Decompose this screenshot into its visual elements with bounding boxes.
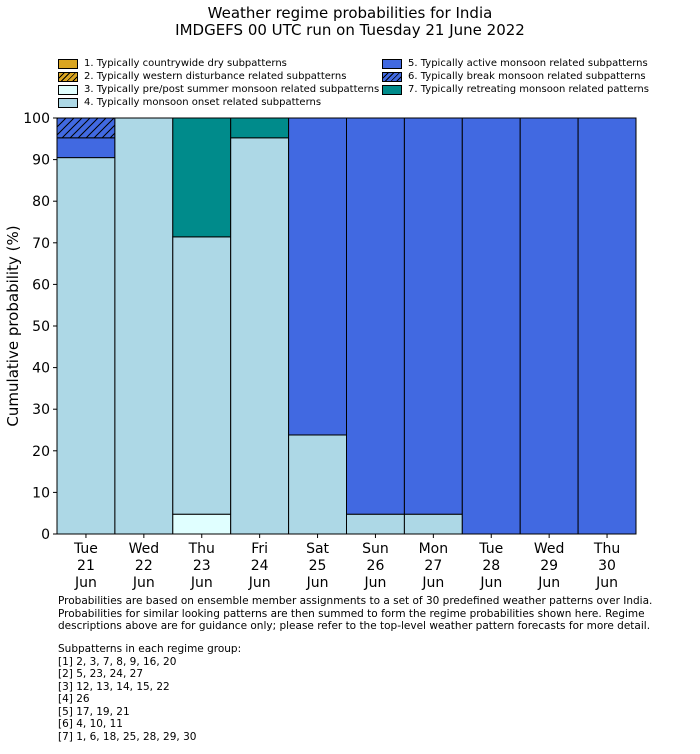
legend-item: 3. Typically pre/post summer monsoon rel… bbox=[58, 84, 379, 95]
y-axis-label: Cumulative probability (%) bbox=[4, 225, 22, 426]
x-tick-label: Jun bbox=[537, 575, 560, 591]
y-tick-label: 50 bbox=[32, 319, 50, 335]
legend-label: 4. Typically monsoon onset related subpa… bbox=[84, 97, 322, 108]
y-tick-label: 60 bbox=[32, 277, 50, 293]
bar-segment bbox=[461, 117, 521, 535]
chart-subtitle: IMDGEFS 00 UTC run on Tuesday 21 June 20… bbox=[175, 21, 525, 39]
x-tick-label: Wed bbox=[534, 541, 565, 557]
bar-segment bbox=[346, 513, 405, 535]
chart-title: Weather regime probabilities for India bbox=[207, 4, 493, 22]
legend-swatch bbox=[382, 71, 402, 82]
legend-label: 3. Typically pre/post summer monsoon rel… bbox=[84, 84, 380, 95]
plot-area: Cumulative probability (%) Tue21JunWed22… bbox=[4, 111, 637, 591]
legend-swatch bbox=[58, 58, 78, 69]
legend-swatch bbox=[382, 84, 402, 95]
bar-segment bbox=[288, 117, 348, 436]
x-tick-label: 24 bbox=[251, 558, 269, 574]
legend-label: 7. Typically retreating monsoon related … bbox=[408, 84, 649, 95]
legend-item: 1. Typically countrywide dry subpatterns bbox=[58, 58, 287, 69]
x-tick-label: Tue bbox=[478, 541, 503, 557]
x-tick-label: Jun bbox=[421, 575, 444, 591]
bar-segment bbox=[114, 117, 174, 535]
x-tick-label: 27 bbox=[424, 558, 442, 574]
bar-segment bbox=[172, 236, 232, 515]
y-tick-label: 100 bbox=[23, 111, 50, 127]
legend-label: 6. Typically break monsoon related subpa… bbox=[408, 71, 646, 82]
x-tick-label: Jun bbox=[74, 575, 97, 591]
x-tick-label: Jun bbox=[306, 575, 329, 591]
legend-swatch bbox=[58, 71, 78, 82]
x-tick-label: Mon bbox=[419, 541, 449, 557]
x-tick-label: 29 bbox=[540, 558, 558, 574]
x-tick-label: Jun bbox=[248, 575, 271, 591]
bar-segment bbox=[172, 513, 232, 535]
y-tick-label: 0 bbox=[41, 527, 50, 543]
y-tick-label: 10 bbox=[32, 485, 50, 501]
legend-label: 1. Typically countrywide dry subpatterns bbox=[84, 58, 287, 69]
legend-swatch bbox=[58, 97, 78, 108]
bar-segment bbox=[230, 137, 290, 535]
bar-segment bbox=[56, 157, 116, 535]
notes-groups: Subpatterns in each regime group: [1] 2,… bbox=[58, 643, 242, 743]
y-tick-label: 80 bbox=[32, 194, 50, 210]
bar-segment bbox=[403, 117, 463, 515]
bar-segment bbox=[577, 117, 637, 535]
legend-item: 7. Typically retreating monsoon related … bbox=[382, 84, 649, 95]
x-tick-label: Sat bbox=[306, 541, 329, 557]
bar-segment-hatch bbox=[57, 118, 115, 138]
bar-segment bbox=[346, 117, 405, 515]
legend-label: 5. Typically active monsoon related subp… bbox=[408, 58, 648, 69]
x-tick-label: Wed bbox=[129, 541, 160, 557]
y-tick-label: 30 bbox=[32, 402, 50, 418]
x-tick-label: 23 bbox=[193, 558, 211, 574]
bar-segment bbox=[403, 513, 463, 535]
y-tick-label: 40 bbox=[32, 361, 50, 377]
x-tick-label: Thu bbox=[188, 541, 215, 557]
x-tick-label: Jun bbox=[595, 575, 618, 591]
legend-swatch bbox=[382, 58, 402, 69]
x-tick-label: Jun bbox=[190, 575, 213, 591]
y-tick-label: 70 bbox=[32, 236, 50, 252]
bar-segment bbox=[172, 117, 232, 238]
legend-item: 2. Typically western disturbance related… bbox=[58, 71, 346, 82]
bar-segment bbox=[56, 137, 116, 159]
x-tick-label: Tue bbox=[73, 541, 98, 557]
x-tick-label: 25 bbox=[309, 558, 327, 574]
notes-paragraph: Probabilities are based on ensemble memb… bbox=[58, 595, 653, 632]
bar-segment bbox=[230, 117, 290, 139]
bar-segment bbox=[519, 117, 579, 535]
x-tick-label: Jun bbox=[364, 575, 387, 591]
x-tick-label: Sun bbox=[362, 541, 389, 557]
x-tick-label: 28 bbox=[482, 558, 500, 574]
x-tick-label: Jun bbox=[132, 575, 155, 591]
legend-item: 4. Typically monsoon onset related subpa… bbox=[58, 97, 321, 108]
legend-item: 5. Typically active monsoon related subp… bbox=[382, 58, 648, 69]
x-tick-label: Thu bbox=[593, 541, 620, 557]
y-tick-label: 90 bbox=[32, 153, 50, 169]
legend-label: 2. Typically western disturbance related… bbox=[84, 71, 347, 82]
legend-swatch bbox=[58, 84, 78, 95]
x-tick-label: Jun bbox=[479, 575, 502, 591]
x-tick-label: Fri bbox=[251, 541, 268, 557]
x-tick-label: 30 bbox=[598, 558, 616, 574]
x-tick-label: 21 bbox=[77, 558, 95, 574]
x-tick-label: 22 bbox=[135, 558, 153, 574]
y-tick-label: 20 bbox=[32, 444, 50, 460]
bar-segment bbox=[288, 434, 348, 535]
legend-item: 6. Typically break monsoon related subpa… bbox=[382, 71, 646, 82]
x-tick-label: 26 bbox=[367, 558, 385, 574]
